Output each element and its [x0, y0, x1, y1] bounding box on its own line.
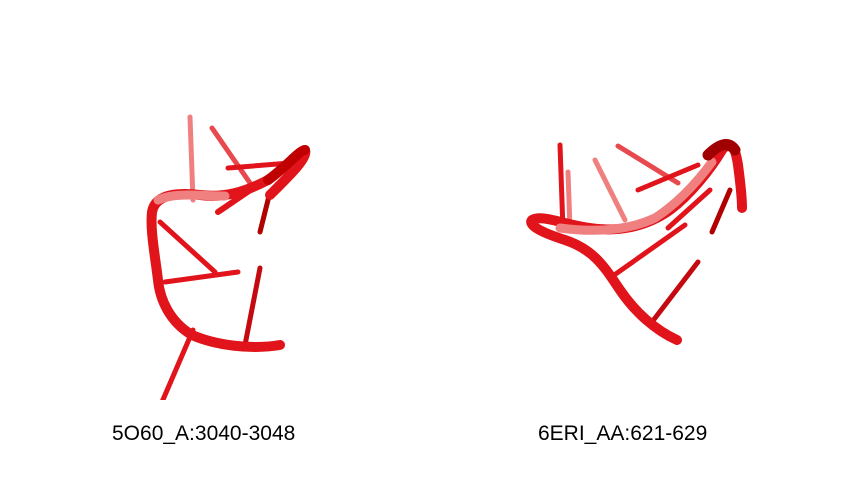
base-stick [709, 187, 733, 235]
base-stick [592, 157, 628, 223]
rna-backbone-shadow [702, 139, 741, 161]
base-stick [635, 162, 701, 193]
base-stick [649, 259, 701, 325]
rna-structure-image-right [526, 139, 747, 345]
base-stick [157, 219, 218, 275]
structure-panel-left: 5O60_A:3040-3048 [112, 114, 311, 445]
base-stick [557, 142, 566, 233]
rna-backbone-shadow [263, 145, 310, 185]
rna-backbone-highlight [555, 157, 717, 235]
base-stick [187, 114, 196, 203]
base-stick [565, 169, 573, 231]
rna-backbone-highlight [153, 190, 230, 205]
base-stick [607, 222, 688, 281]
base-stick [665, 187, 713, 231]
structure-panel-right: 6ERI_AA:621-629 [430, 0, 860, 480]
base-stick [209, 125, 253, 186]
base-stick [225, 160, 293, 171]
structure-caption-right: 6ERI_AA:621-629 [538, 422, 708, 445]
rna-backbone [146, 145, 311, 352]
base-stick [162, 269, 241, 285]
base-stick [160, 327, 196, 400]
base-stick [242, 265, 263, 348]
structure-caption-left: 5O60_A:3040-3048 [112, 422, 296, 445]
rna-structure-image-left [146, 114, 311, 400]
